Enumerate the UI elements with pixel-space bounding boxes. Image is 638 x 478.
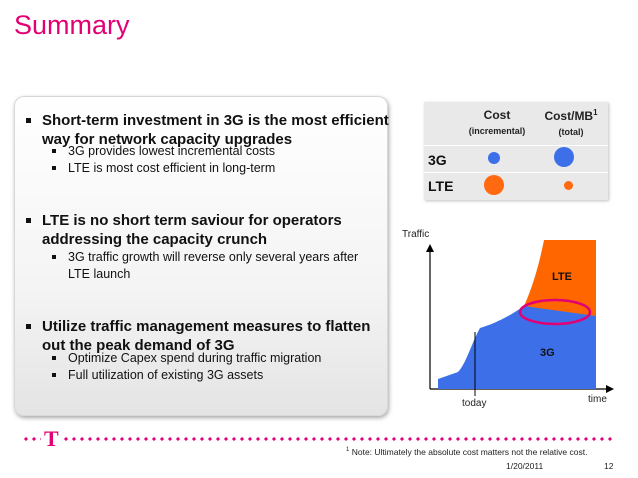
bullet-2-sub-1: 3G traffic growth will reverse only seve…: [52, 249, 358, 283]
cost-per-mb-lte-dot-icon: [564, 181, 573, 190]
x-axis-label: time: [588, 394, 607, 405]
sub-bullet-marker-icon: [52, 149, 56, 153]
3g-traffic-area: [438, 306, 596, 389]
bullet-1-sub-1: 3G provides lowest incremental costs: [52, 143, 275, 160]
lte-traffic-area: [524, 240, 596, 316]
footnote: 1 Note: Ultimately the absolute cost mat…: [346, 447, 588, 457]
highlight-ellipse: [518, 298, 592, 326]
bullet-2-line2: addressing the capacity crunch: [42, 231, 268, 248]
traffic-chart: Traffic LTE 3G today time: [402, 229, 614, 409]
y-axis-arrow-icon: [426, 244, 434, 252]
row-label-3g: 3G: [428, 152, 447, 168]
cost-comparison-table: Cost (incremental) Cost/MB1 (total) 3G L…: [424, 102, 608, 200]
sub-bullet-marker-icon: [52, 373, 56, 377]
t-logo-icon: T: [41, 428, 62, 450]
summary-panel: [14, 96, 388, 416]
col-header-cost-per-mb: Cost/MB1 (total): [544, 108, 598, 137]
sub-bullet-marker-icon: [52, 255, 56, 259]
x-axis-arrow-icon: [606, 385, 614, 393]
row-label-lte: LTE: [428, 178, 454, 194]
bullet-3-line2: out the peak demand of 3G: [42, 337, 235, 354]
row-divider: [424, 145, 608, 146]
bullet-1-sub-2: LTE is most cost efficient in long-term: [52, 160, 275, 177]
bullet-3: Utilize traffic management measures to f…: [26, 317, 371, 355]
3g-area-label: 3G: [540, 347, 555, 359]
bullet-3-sub-2: Full utilization of existing 3G assets: [52, 367, 263, 384]
bullet-marker-icon: [26, 118, 31, 123]
page-title: Summary: [14, 10, 130, 40]
today-label: today: [462, 398, 486, 409]
footer-dotted-line: [22, 437, 614, 441]
col-header-cost: Cost (incremental): [468, 108, 526, 136]
page-number: 12: [604, 461, 614, 471]
bullet-1-line1: Short-term investment in 3G is the most …: [42, 112, 389, 129]
bullet-3-sub-1: Optimize Capex spend during traffic migr…: [52, 350, 321, 367]
bullet-1-line2: way for network capacity upgrades: [42, 131, 293, 148]
bullet-1: Short-term investment in 3G is the most …: [26, 111, 389, 149]
row-divider: [424, 172, 608, 173]
bullet-marker-icon: [26, 218, 31, 223]
cost-3g-dot-icon: [488, 152, 500, 164]
bullet-2-line1: LTE is no short term saviour for operato…: [42, 212, 342, 229]
lte-area-label: LTE: [552, 271, 572, 283]
sub-bullet-marker-icon: [52, 356, 56, 360]
y-axis-label: Traffic: [402, 229, 429, 240]
bullet-3-line1: Utilize traffic management measures to f…: [42, 318, 371, 335]
bullet-2: LTE is no short term saviour for operato…: [26, 211, 342, 249]
cost-per-mb-3g-dot-icon: [554, 147, 574, 167]
bullet-marker-icon: [26, 324, 31, 329]
cost-lte-dot-icon: [484, 175, 504, 195]
slide-date: 1/20/2011: [506, 461, 544, 471]
sub-bullet-marker-icon: [52, 166, 56, 170]
